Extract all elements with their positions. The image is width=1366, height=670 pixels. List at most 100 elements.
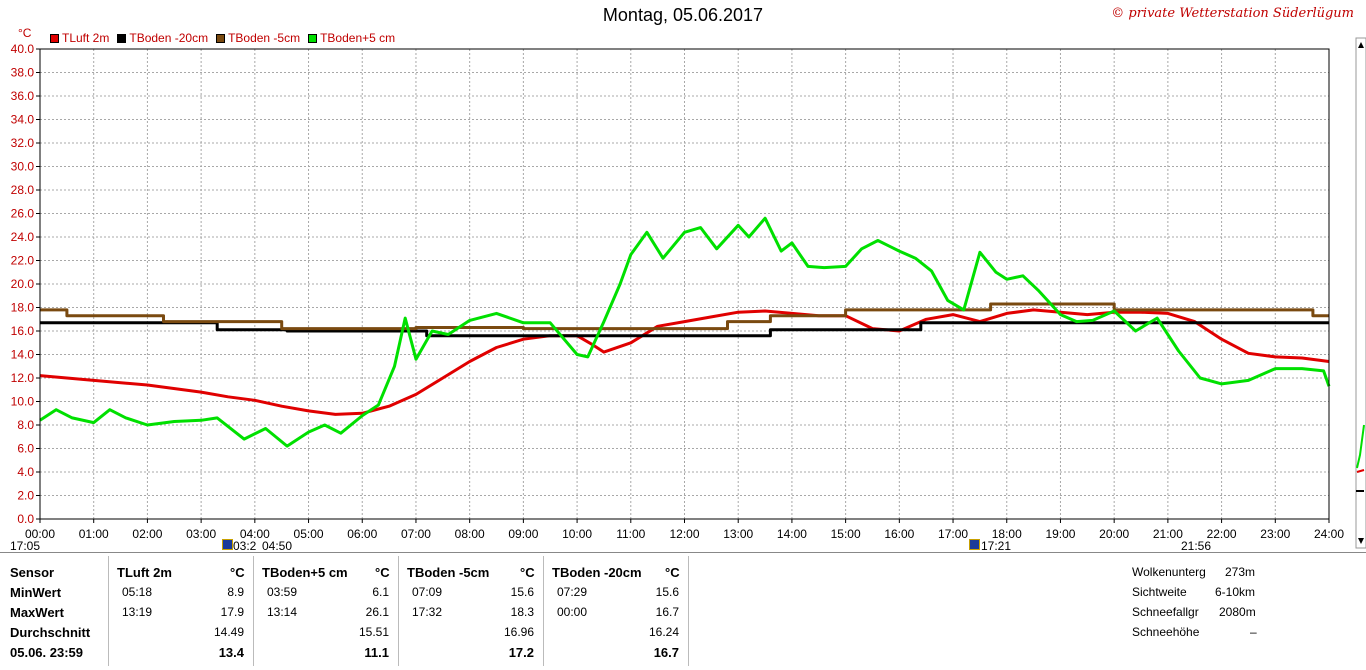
extra-value: 273m xyxy=(1225,565,1256,579)
x-tick-label: 23:00 xyxy=(1260,527,1290,541)
x-tick-label: 09:00 xyxy=(508,527,538,541)
legend-label: TBoden -5cm xyxy=(228,31,301,45)
row-label-sensor: Sensor xyxy=(10,565,55,580)
plot-frame xyxy=(39,48,1330,520)
series-line xyxy=(39,308,1330,416)
max-value: 26.1 xyxy=(365,605,389,619)
legend-item: TBoden -5cm xyxy=(216,31,300,45)
x-tick-label: 15:00 xyxy=(831,527,861,541)
max-value: 18.3 xyxy=(510,605,534,619)
last-value: 13.4 xyxy=(218,645,244,660)
col-unit: °C xyxy=(230,565,245,580)
y-tick-label: 12.0 xyxy=(11,371,35,385)
legend: TLuft 2m TBoden -20cm TBoden -5cm TBoden… xyxy=(50,31,403,45)
col-unit: °C xyxy=(665,565,680,580)
avg-value: 16.96 xyxy=(503,625,534,639)
y-axis-ticks: 0.0 2.0 4.0 6.0 8.0 10.0 12.0 14.0 16.0 18.0 20.0 2… xyxy=(11,42,40,526)
y-tick-label: 6.0 xyxy=(17,442,34,456)
legend-item: TBoden+5 cm xyxy=(308,31,395,45)
y-tick-label: 36.0 xyxy=(11,89,35,103)
col-unit: °C xyxy=(520,565,535,580)
y-axis-unit: °C xyxy=(18,26,32,40)
min-time: 03:59 xyxy=(267,585,298,599)
marker-label: 21:56 xyxy=(1181,539,1212,553)
last-value: 17.2 xyxy=(508,645,534,660)
copyright-label: © private Wetterstation Süderlügum xyxy=(1111,6,1354,21)
max-value: 17.9 xyxy=(220,605,244,619)
legend-label: TBoden -20cm xyxy=(129,31,209,45)
row-label-min: MinWert xyxy=(10,585,62,600)
extra-label: Wolkenunterg xyxy=(1132,565,1206,579)
x-tick-label: 21:00 xyxy=(1153,527,1183,541)
avg-value: 15.51 xyxy=(358,625,389,639)
x-tick-label: 06:00 xyxy=(347,527,377,541)
x-tick-label: 20:00 xyxy=(1099,527,1129,541)
x-tick-label: 11:00 xyxy=(616,527,645,541)
series-line xyxy=(40,302,1329,331)
x-tick-label: 00:00 xyxy=(25,527,55,541)
x-tick-label: 19:00 xyxy=(1045,527,1075,541)
min-time: 07:09 xyxy=(412,585,443,599)
last-value: 11.1 xyxy=(364,645,389,660)
legend-swatch xyxy=(50,33,59,43)
legend-swatch xyxy=(117,33,127,43)
grid xyxy=(40,49,1329,519)
row-label-last: 05.06. 23:59 xyxy=(10,645,84,660)
x-tick-label: 03:00 xyxy=(186,527,216,541)
max-time: 17:32 xyxy=(412,605,443,619)
y-tick-label: 28.0 xyxy=(11,183,35,197)
extra-label: Schneefallgr xyxy=(1132,605,1199,619)
legend-swatch xyxy=(308,33,318,43)
col-unit: °C xyxy=(375,565,390,580)
x-tick-label: 02:00 xyxy=(132,527,162,541)
x-tick-label: 04:00 xyxy=(240,527,270,541)
side-preview-line xyxy=(1356,424,1365,469)
scroll-down-icon[interactable] xyxy=(1358,538,1364,544)
scrollbar-track[interactable] xyxy=(1355,37,1366,549)
col-header: TBoden+5 cm xyxy=(262,565,348,580)
extra-label: Sichtweite xyxy=(1132,585,1187,599)
series-lines xyxy=(39,216,1331,448)
col-header: TLuft 2m xyxy=(117,565,172,580)
y-tick-label: 4.0 xyxy=(17,465,34,479)
x-tick-label: 24:00 xyxy=(1314,527,1344,541)
x-tick-label: 18:00 xyxy=(992,527,1022,541)
extra-label: Schneehöhe xyxy=(1132,625,1200,639)
min-value: 15.6 xyxy=(510,585,534,599)
x-tick-label: 08:00 xyxy=(455,527,485,541)
min-time: 07:29 xyxy=(557,585,588,599)
x-tick-label: 17:00 xyxy=(938,527,968,541)
y-tick-label: 38.0 xyxy=(11,66,35,80)
x-tick-label: 12:00 xyxy=(669,527,699,541)
min-value: 15.6 xyxy=(655,585,679,599)
y-tick-label: 0.0 xyxy=(17,512,34,526)
legend-label: TLuft 2m xyxy=(62,31,110,45)
y-tick-label: 2.0 xyxy=(17,489,34,503)
y-tick-label: 10.0 xyxy=(11,395,35,409)
col-header: TBoden -5cm xyxy=(407,565,490,580)
vertical-scrollbar[interactable] xyxy=(1355,37,1366,549)
chart-plot: 0.0 2.0 4.0 6.0 8.0 10.0 12.0 14.0 16.0 18.0 20.0 2… xyxy=(11,37,1366,549)
col-header: TBoden -20cm xyxy=(552,565,642,580)
marker-label: 03:2 xyxy=(233,539,257,553)
legend-item: TBoden -20cm xyxy=(117,31,208,45)
row-label-avg: Durchschnitt xyxy=(10,625,91,640)
y-tick-label: 18.0 xyxy=(11,301,35,315)
max-time: 00:00 xyxy=(557,605,588,619)
y-tick-label: 14.0 xyxy=(11,348,35,362)
marker-icon xyxy=(222,539,233,550)
x-tick-label: 16:00 xyxy=(884,527,914,541)
marker-label: 17:05 xyxy=(10,539,41,553)
extra-value: – xyxy=(1250,625,1257,639)
x-tick-label: 01:00 xyxy=(79,527,109,541)
last-value: 16.7 xyxy=(653,645,679,660)
x-tick-label: 14:00 xyxy=(777,527,807,541)
series-line xyxy=(39,216,1331,448)
y-tick-label: 8.0 xyxy=(17,418,34,432)
x-tick-label: 22:00 xyxy=(1207,527,1237,541)
scroll-up-icon[interactable] xyxy=(1358,42,1364,48)
x-tick-label: 05:00 xyxy=(294,527,324,541)
y-tick-label: 34.0 xyxy=(11,113,35,127)
x-tick-label: 10:00 xyxy=(562,527,592,541)
marker-label: 04:50 xyxy=(262,539,293,553)
